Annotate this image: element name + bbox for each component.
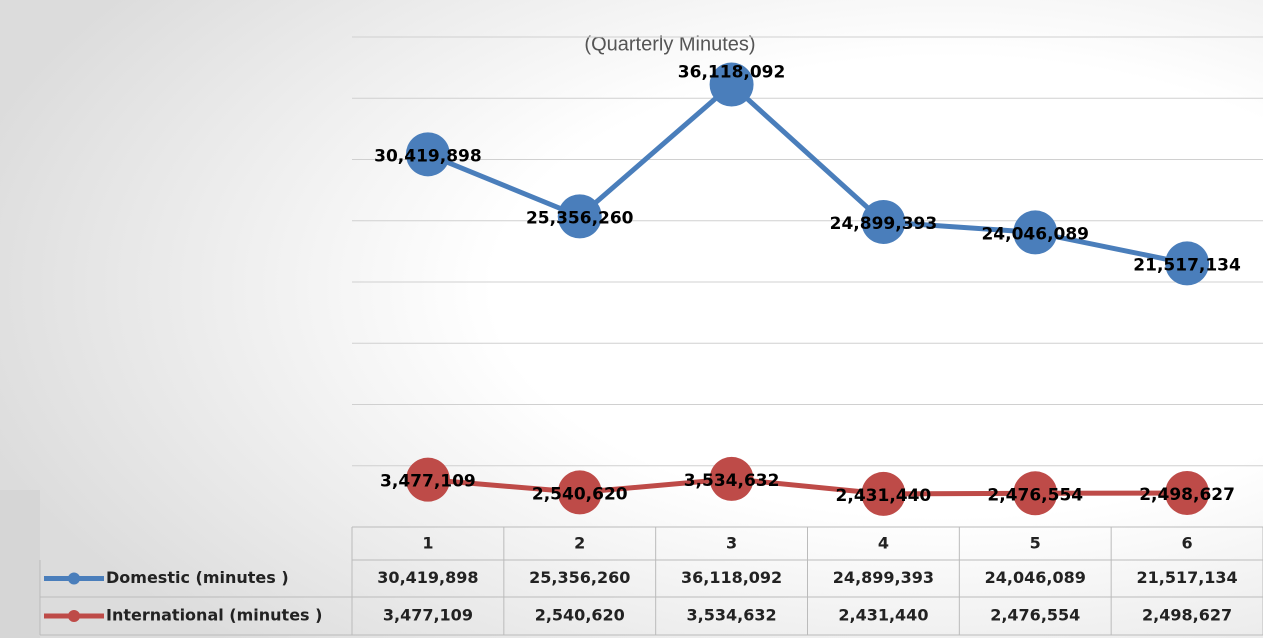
- chart-title: (Quarterly Minutes): [584, 33, 755, 55]
- table-cell: 3,477,109: [383, 606, 473, 625]
- table-cell: 2,540,620: [535, 606, 625, 625]
- data-label: 24,899,393: [830, 214, 938, 234]
- category-label: 6: [1182, 534, 1193, 553]
- data-label: 21,517,134: [1133, 255, 1241, 275]
- category-label: 2: [574, 534, 585, 553]
- marker: [557, 470, 602, 515]
- marker: [557, 194, 602, 239]
- data-label: 30,419,898: [374, 146, 482, 166]
- marker: [405, 457, 450, 502]
- category-label: 4: [878, 534, 889, 553]
- table-cell: 2,476,554: [990, 606, 1080, 625]
- data-label: 2,476,554: [987, 485, 1083, 505]
- series-line: [427, 476, 1188, 497]
- table-cell: 36,118,092: [681, 568, 782, 587]
- data-label: 2,498,627: [1139, 485, 1235, 505]
- table-cell: 30,419,898: [377, 568, 478, 587]
- data-label: 2,431,440: [836, 486, 932, 506]
- marker: [1013, 471, 1058, 516]
- marker: [861, 471, 906, 516]
- marker: [861, 199, 906, 244]
- data-label: 3,477,109: [380, 472, 476, 492]
- legend-label: Domestic (minutes ): [106, 568, 289, 587]
- side-block: [0, 490, 40, 638]
- data-label: 36,118,092: [678, 63, 786, 83]
- table-cell: 25,356,260: [529, 568, 630, 587]
- marker: [1013, 210, 1058, 255]
- table-cell: 24,046,089: [985, 568, 1086, 587]
- data-label: 25,356,260: [526, 208, 634, 228]
- series-line: [426, 81, 1188, 266]
- table-cell: 21,517,134: [1136, 568, 1237, 587]
- legend-label: International (minutes ): [106, 606, 322, 625]
- marker: [709, 62, 754, 107]
- marker: [405, 132, 450, 177]
- table-cell: 24,899,393: [833, 568, 934, 587]
- legend-marker: [68, 572, 80, 585]
- marker: [1165, 241, 1210, 286]
- data-label: 24,046,089: [981, 224, 1089, 244]
- table-cell: 3,534,632: [687, 606, 777, 625]
- table-cell: 2,431,440: [838, 606, 928, 625]
- data-label: 3,534,632: [684, 471, 780, 491]
- category-label: 3: [726, 534, 737, 553]
- marker: [1165, 470, 1210, 515]
- table-cell: 2,498,627: [1142, 606, 1232, 625]
- marker: [709, 456, 754, 501]
- legend-marker: [68, 610, 80, 622]
- category-label: 5: [1030, 534, 1041, 553]
- data-label: 2,540,620: [532, 484, 628, 504]
- category-label: 1: [422, 534, 433, 553]
